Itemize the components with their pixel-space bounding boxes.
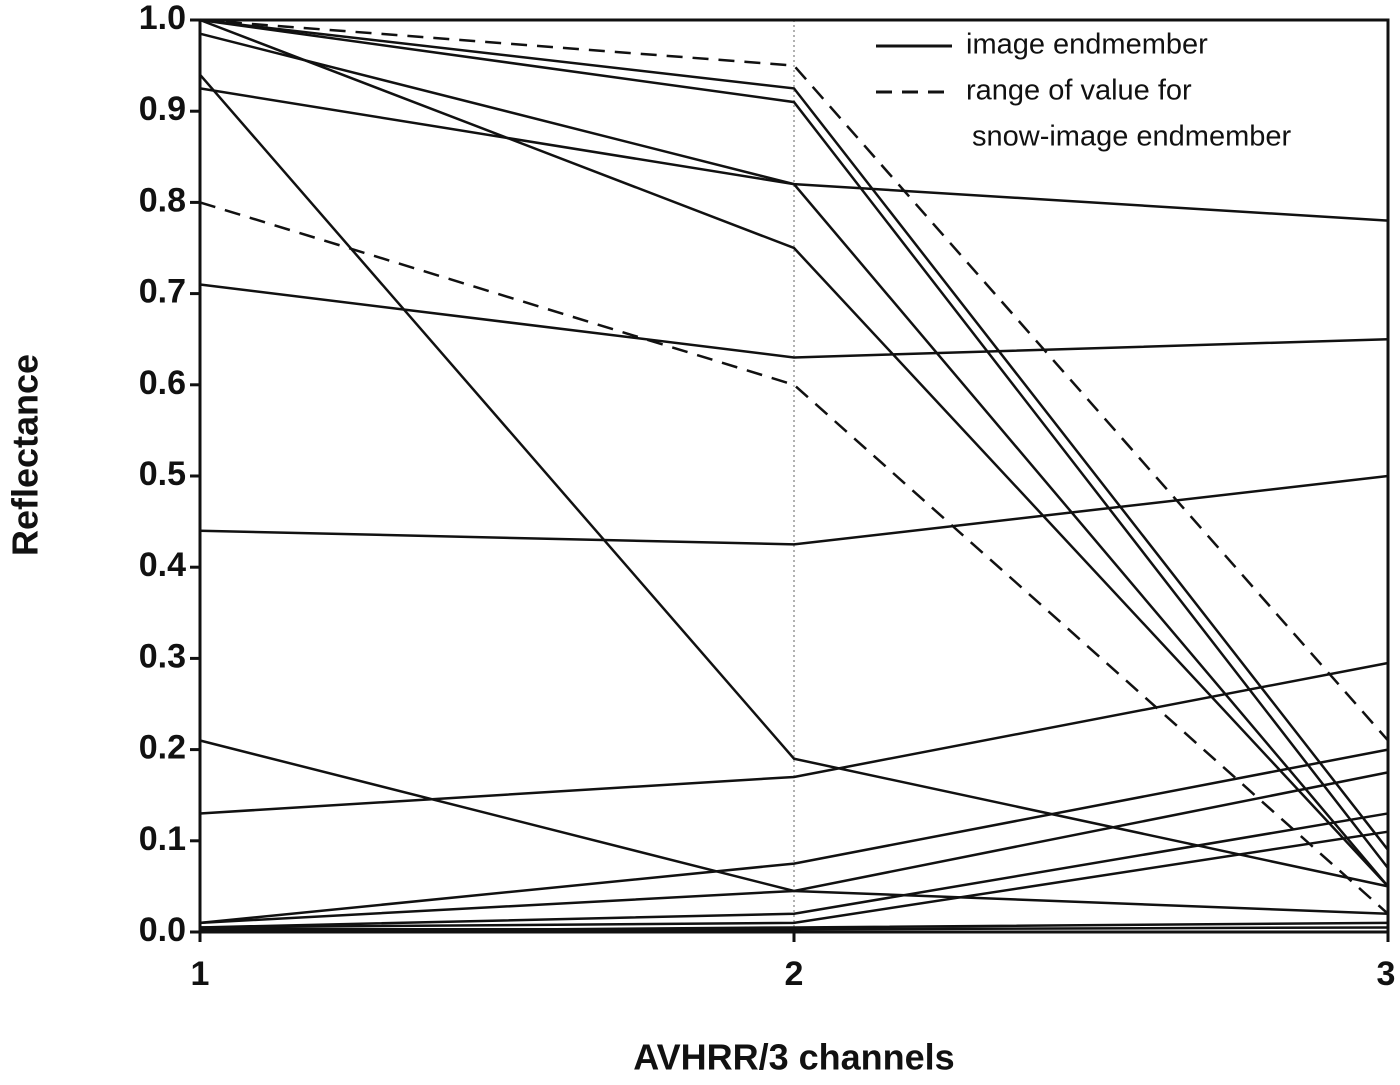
y-tick-label: 0.1 — [139, 820, 186, 858]
line — [199, 283, 1389, 359]
x-tick-label: 2 — [785, 955, 804, 993]
line — [199, 87, 1389, 222]
line — [199, 201, 1389, 915]
y-tick-label: 0.2 — [139, 729, 186, 767]
line — [199, 73, 1389, 888]
line — [199, 830, 1389, 929]
y-tick-label: 0.5 — [139, 455, 186, 493]
line — [199, 18, 1389, 888]
y-tick-label: 0.6 — [139, 364, 186, 402]
line — [199, 18, 1389, 851]
y-axis-title: Reflectance — [5, 354, 46, 556]
x-axis-title: AVHRR/3 channels — [633, 1037, 954, 1078]
y-tick-label: 1.0 — [139, 0, 186, 37]
y-tick-label: 0.4 — [139, 546, 186, 584]
y-tick-label: 0.3 — [139, 637, 186, 675]
y-tick-label: 0.9 — [139, 90, 186, 128]
x-tick-label: 3 — [1377, 955, 1396, 993]
line — [199, 748, 1389, 925]
legend-label: image endmember — [966, 29, 1208, 61]
line — [199, 661, 1389, 815]
line — [199, 18, 1389, 869]
legend-label: snow-image endmember — [972, 121, 1291, 153]
y-tick-label: 0.8 — [139, 181, 186, 219]
x-tick-label: 1 — [191, 955, 210, 993]
line — [199, 812, 1389, 929]
y-tick-label: 0.0 — [139, 911, 186, 949]
y-tick-label: 0.7 — [139, 273, 186, 311]
line — [200, 926, 1389, 931]
line — [199, 474, 1389, 546]
line — [199, 771, 1389, 925]
legend-label: range of value for — [966, 75, 1192, 107]
